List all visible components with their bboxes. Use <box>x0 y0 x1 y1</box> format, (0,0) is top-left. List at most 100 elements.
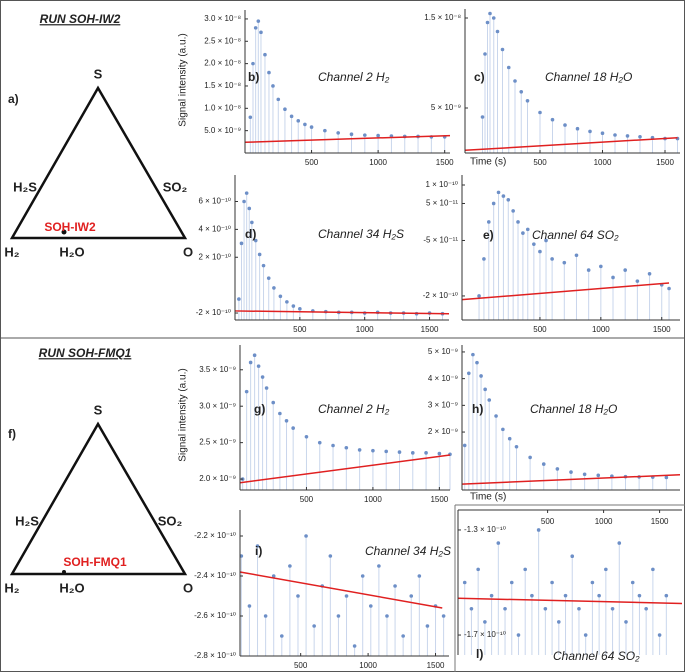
panel-letter: f) <box>8 427 16 441</box>
data-point <box>507 436 512 441</box>
data-point <box>488 11 492 16</box>
x-tick-label: 1500 <box>651 517 669 526</box>
data-point <box>664 593 669 598</box>
data-point <box>575 126 580 131</box>
data-point <box>263 614 268 618</box>
data-point <box>467 371 471 376</box>
data-point <box>516 220 520 224</box>
x-tick-label: 500 <box>305 158 319 167</box>
data-point <box>253 26 258 30</box>
data-point <box>583 633 588 637</box>
y-tick-label: -2 × 10⁻¹⁰ <box>423 291 458 300</box>
x-tick-label: 1500 <box>430 495 448 504</box>
data-point <box>521 231 525 235</box>
y-tick-label: 5 × 10⁻¹¹ <box>426 199 458 208</box>
data-point <box>401 634 405 638</box>
panel-letter: g) <box>254 402 265 416</box>
data-point <box>530 593 534 598</box>
data-point <box>483 387 487 392</box>
data-point <box>291 304 296 308</box>
y-tick-label: -1.7 × 10⁻¹⁰ <box>464 630 506 639</box>
data-point <box>543 606 548 611</box>
sample-label: SOH-IW2 <box>44 220 96 234</box>
y-tick-label: -2.8 × 10⁻¹⁰ <box>194 651 236 660</box>
x-tick-label: 1000 <box>594 158 612 167</box>
data-point <box>475 360 479 365</box>
data-point <box>657 633 662 637</box>
side-label: H₂S <box>13 179 37 194</box>
data-point <box>266 276 271 280</box>
plot: 500 1000 1500 -2.2 × 10⁻¹⁰ -2.4 × 10⁻¹⁰ -2.6 … <box>194 510 451 670</box>
x-tick-label: 1000 <box>356 325 374 334</box>
data-point <box>596 473 601 478</box>
data-point <box>590 580 595 585</box>
data-point <box>506 65 511 70</box>
data-point <box>248 360 253 365</box>
panel-letter: h) <box>472 402 483 416</box>
data-point <box>506 197 511 202</box>
data-point <box>237 297 241 301</box>
data-point <box>304 435 309 439</box>
y-tick-label: 6 × 10⁻¹⁰ <box>198 197 231 206</box>
data-point <box>501 427 505 432</box>
data-point <box>555 467 560 471</box>
run-title: RUN SOH-FMQ1 <box>39 346 132 360</box>
data-point <box>483 52 487 56</box>
data-point <box>323 128 327 133</box>
data-point <box>477 294 481 298</box>
data-point <box>519 90 524 94</box>
data-point <box>336 131 340 135</box>
data-point <box>244 389 249 394</box>
data-point <box>424 451 428 455</box>
plot: 500 1000 1500 -1.3 × 10⁻¹⁰ -1.7 × 10⁻¹⁰ l) Cha… <box>457 509 683 663</box>
data-point <box>264 386 269 390</box>
y-tick-label: 1.0 × 10⁻⁸ <box>204 103 241 112</box>
y-tick-label: 2 × 10⁻¹⁰ <box>198 252 231 261</box>
data-point <box>599 264 603 269</box>
y-tick-label: 1.5 × 10⁻⁸ <box>204 81 241 90</box>
x-tick-label: 500 <box>294 661 308 670</box>
data-point <box>496 190 501 195</box>
data-point <box>385 614 389 618</box>
side-label: H₂O <box>59 580 84 595</box>
data-point <box>328 554 333 558</box>
data-point <box>260 375 265 379</box>
data-point <box>261 263 266 268</box>
data-point <box>469 606 474 611</box>
y-tick-label: -2.2 × 10⁻¹⁰ <box>194 531 236 540</box>
run-title: RUN SOH-IW2 <box>40 12 121 26</box>
side-label: SO₂ <box>163 179 188 194</box>
data-point <box>256 364 261 368</box>
y-tick-label: 5.0 × 10⁻⁹ <box>204 126 241 135</box>
data-point <box>495 29 500 34</box>
data-point <box>357 448 362 452</box>
y-tick-label: 4 × 10⁻⁹ <box>428 374 458 383</box>
data-point <box>557 620 561 624</box>
panel-letter: e) <box>483 228 494 242</box>
data-point <box>344 445 349 450</box>
data-point <box>371 448 375 453</box>
data-point <box>437 451 442 456</box>
data-point <box>610 606 615 611</box>
data-point <box>538 110 542 115</box>
data-point <box>441 614 446 618</box>
data-point <box>272 286 276 290</box>
data-point <box>577 606 581 611</box>
side-label: H₂O <box>59 244 84 259</box>
data-point <box>256 19 261 23</box>
data-point <box>586 268 591 272</box>
data-point <box>480 115 485 119</box>
data-point <box>397 450 402 454</box>
y-tick-label: 5 × 10⁻⁹ <box>431 103 461 112</box>
data-point <box>570 554 575 559</box>
y-tick-label: 5 × 10⁻⁹ <box>428 347 458 356</box>
sample-label: SOH-FMQ1 <box>63 555 127 569</box>
data-point <box>667 286 671 291</box>
data-point <box>253 238 258 243</box>
fit-line <box>461 282 670 301</box>
data-point <box>271 84 275 88</box>
data-point <box>562 260 567 265</box>
data-point <box>600 131 605 135</box>
data-point <box>536 528 541 532</box>
